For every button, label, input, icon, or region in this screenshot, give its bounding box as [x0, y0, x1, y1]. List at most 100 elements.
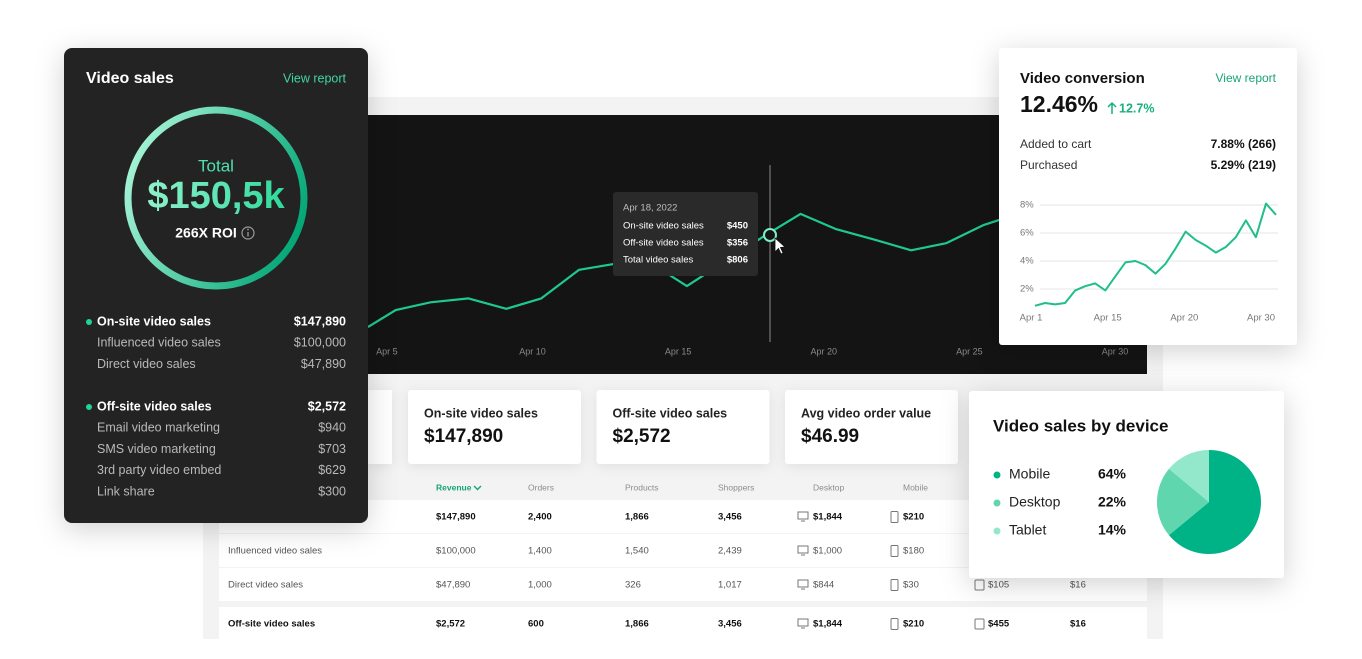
y-tick-label: 6% — [1020, 228, 1034, 239]
table-cell: $210 — [903, 619, 924, 630]
legend-dot — [993, 471, 1001, 479]
desktop-icon — [797, 511, 809, 520]
legend-value: 64% — [1098, 466, 1127, 482]
kpi-card — [785, 390, 958, 464]
tooltip — [613, 192, 758, 276]
tooltip-value: $356 — [727, 238, 748, 249]
kpi-value: $2,572 — [613, 426, 671, 447]
legend-label: Desktop — [1009, 494, 1061, 510]
conversion-card — [999, 48, 1297, 345]
total-label: Total — [198, 156, 234, 175]
view-report-link[interactable]: View report — [283, 71, 347, 85]
desktop-icon — [797, 618, 809, 627]
up-arrow — [1107, 101, 1117, 114]
mobile-icon — [890, 511, 899, 523]
table-cell: $210 — [903, 512, 924, 523]
tablet-icon — [974, 618, 985, 630]
kpi-label: On-site video sales — [424, 406, 538, 420]
table-cell: $16 — [1070, 619, 1086, 630]
card-title: Video sales — [86, 70, 174, 87]
legend-dot — [993, 499, 1001, 507]
metric-value: 5.29% (219) — [1211, 158, 1276, 172]
table-cell: $105 — [988, 580, 1009, 591]
roi: 266X ROI — [175, 225, 236, 241]
total-value: $150,5k — [147, 175, 285, 217]
column-header: Desktop — [813, 482, 844, 492]
x-tick-label: Apr 25 — [956, 346, 983, 356]
table-cell: $47,890 — [436, 580, 470, 591]
item-value: $100,000 — [294, 336, 346, 350]
item-value: $47,890 — [301, 357, 346, 371]
column-header: Mobile — [903, 482, 928, 492]
conversion-rate: 12.46% — [1020, 91, 1098, 117]
desktop-icon — [797, 579, 809, 588]
table-cell: $180 — [903, 546, 924, 557]
kpi-value: $46.99 — [801, 426, 859, 447]
group-dot — [86, 319, 92, 325]
row-label: Influenced video sales — [228, 546, 322, 557]
kpi-value: $147,890 — [424, 426, 503, 447]
mobile-icon — [890, 579, 899, 591]
mouse-cursor — [774, 237, 786, 255]
view-report-link[interactable]: View report — [1216, 71, 1277, 85]
item-name: Email video marketing — [97, 421, 220, 435]
x-tick-label: Apr 20 — [810, 346, 837, 356]
group-name: On-site video sales — [97, 314, 211, 328]
pie-slice — [1168, 450, 1209, 502]
item-value: $703 — [318, 442, 346, 456]
item-name: Link share — [97, 484, 155, 498]
table-cell: 1,000 — [528, 580, 552, 591]
tooltip-label: Off-site video sales — [623, 238, 704, 249]
card-title: Video conversion — [1020, 70, 1145, 87]
table-cell: $1,000 — [813, 546, 842, 557]
table-cell: 1,866 — [625, 512, 649, 523]
metric-name: Added to cart — [1020, 137, 1092, 151]
x-tick-label: Apr 30 — [1102, 346, 1129, 356]
kpi-label: Off-site video sales — [613, 406, 728, 420]
table-cell: $1,844 — [813, 512, 843, 523]
item-value: $940 — [318, 421, 346, 435]
kpi-card — [408, 390, 581, 464]
group-name: Off-site video sales — [97, 399, 212, 413]
tooltip-value: $450 — [727, 221, 748, 232]
conversion-change: 12.7% — [1119, 101, 1154, 115]
legend-label: Tablet — [1009, 522, 1046, 538]
table-cell: 3,456 — [718, 619, 742, 630]
x-tick-label: Apr 20 — [1170, 313, 1198, 324]
tooltip-label: On-site video sales — [623, 221, 704, 232]
x-tick-label: Apr 15 — [1094, 313, 1122, 324]
metric-name: Purchased — [1020, 158, 1077, 172]
x-tick-label: Apr 5 — [376, 346, 398, 356]
metric-value: 7.88% (266) — [1211, 137, 1276, 151]
table-cell: $147,890 — [436, 512, 476, 523]
item-value: $300 — [318, 484, 346, 498]
legend-value: 22% — [1098, 494, 1127, 510]
group-value: $147,890 — [294, 314, 346, 328]
sort-chevron — [473, 485, 482, 491]
table-cell: 600 — [528, 619, 544, 630]
item-name: Influenced video sales — [97, 336, 221, 350]
item-name: 3rd party video embed — [97, 463, 221, 477]
group-dot — [86, 404, 92, 410]
column-header: Revenue — [436, 482, 472, 492]
tooltip-value: $806 — [727, 255, 748, 266]
column-header: Shoppers — [718, 482, 754, 492]
mobile-icon — [890, 618, 899, 630]
row-label: Off-site video sales — [228, 619, 315, 630]
kpi-label: Avg video order value — [801, 406, 931, 420]
table-row — [219, 607, 1147, 640]
legend-dot — [993, 527, 1001, 535]
table-cell: 3,456 — [718, 512, 742, 523]
mobile-icon — [890, 545, 899, 557]
tooltip-date: Apr 18, 2022 — [623, 203, 677, 214]
total-ring — [124, 106, 308, 290]
table-cell: 1,017 — [718, 580, 742, 591]
table-cell: 1,866 — [625, 619, 649, 630]
row-label: Direct video sales — [228, 580, 303, 591]
table-cell: $1,844 — [813, 619, 843, 630]
legend-value: 14% — [1098, 522, 1127, 538]
info-icon — [241, 226, 255, 240]
cursor-point — [763, 228, 777, 242]
y-tick-label: 2% — [1020, 284, 1034, 295]
